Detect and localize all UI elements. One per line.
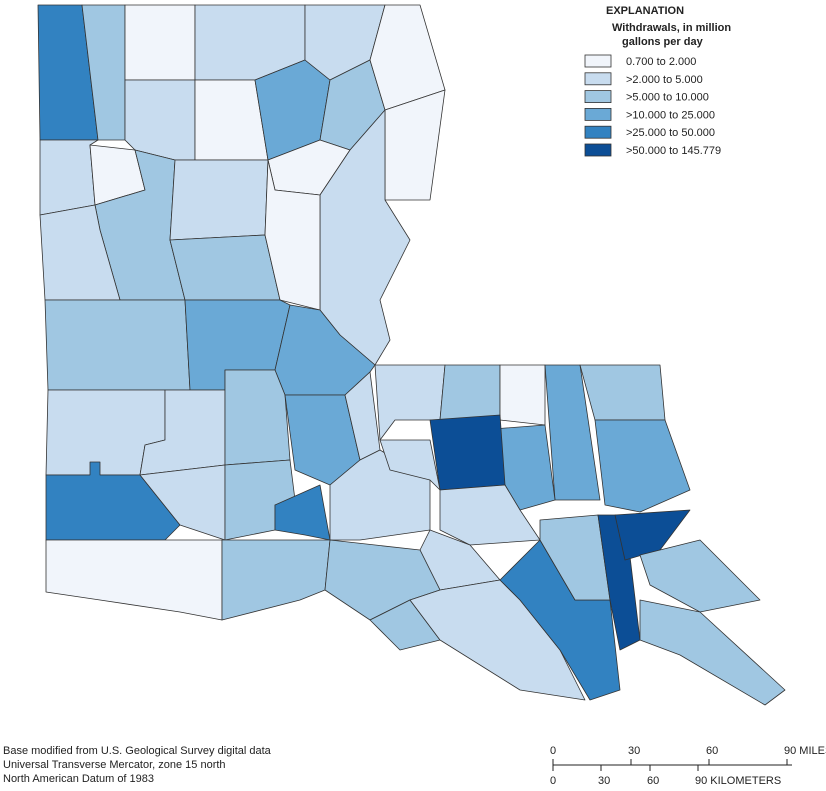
parish — [169, 159, 269, 241]
notes: Base modified from U.S. Geological Surve… — [3, 745, 272, 785]
parish — [45, 539, 223, 621]
legend-swatch — [584, 90, 612, 103]
parish — [169, 234, 281, 301]
parish — [39, 204, 121, 301]
parish — [124, 79, 196, 161]
legend-title: EXPLANATION — [606, 5, 684, 17]
parish — [594, 419, 691, 513]
note: North American Datum of 1983 — [3, 773, 154, 785]
legend-swatch — [584, 72, 612, 86]
parish — [44, 299, 191, 391]
legend: EXPLANATION Withdrawals, in million gall… — [584, 5, 731, 157]
legend-label: >50.000 to 145.779 — [626, 145, 721, 157]
parish — [124, 4, 196, 81]
parish — [639, 539, 761, 613]
parish — [579, 364, 666, 421]
legend-label: >10.000 to 25.000 — [626, 109, 715, 121]
parish — [439, 364, 501, 421]
parish — [379, 439, 441, 491]
parish — [274, 484, 331, 541]
legend-swatch — [584, 143, 612, 157]
parish — [139, 464, 226, 541]
parishes — [37, 4, 786, 706]
note: Universal Transverse Mercator, zone 15 n… — [3, 759, 226, 771]
scale-label: 60 — [647, 775, 659, 787]
scale-label: 30 — [598, 775, 610, 787]
scale-label: 90 KILOMETERS — [695, 775, 781, 787]
parish — [374, 364, 446, 441]
scale-label: 0 — [550, 745, 556, 757]
note: Base modified from U.S. Geological Surve… — [3, 745, 272, 757]
legend-swatch — [584, 125, 612, 139]
parish — [539, 514, 611, 601]
scale-label: 30 — [628, 745, 640, 757]
parish — [639, 599, 786, 706]
scale-label: 90 MILES — [784, 745, 826, 757]
scale-label: 60 — [706, 745, 718, 757]
legend-label: >5.000 to 10.000 — [626, 92, 709, 104]
legend-swatch — [584, 108, 612, 121]
scale-bar: 0 30 60 90 MILES 0 30 60 90 KILOMETERS — [550, 745, 826, 787]
parish — [39, 139, 99, 216]
legend-subtitle: Withdrawals, in million — [612, 22, 731, 34]
parish — [429, 414, 506, 491]
parish — [221, 539, 331, 621]
parish — [544, 364, 601, 501]
parish — [224, 369, 291, 466]
legend-label: 0.700 to 2.000 — [626, 56, 696, 68]
legend-subtitle: gallons per day — [622, 36, 704, 48]
scale-label: 0 — [550, 775, 556, 787]
legend-label: >25.000 to 50.000 — [626, 127, 715, 139]
parish — [499, 364, 546, 426]
legend-swatch — [584, 54, 612, 68]
legend-label: >2.000 to 5.000 — [626, 74, 703, 86]
